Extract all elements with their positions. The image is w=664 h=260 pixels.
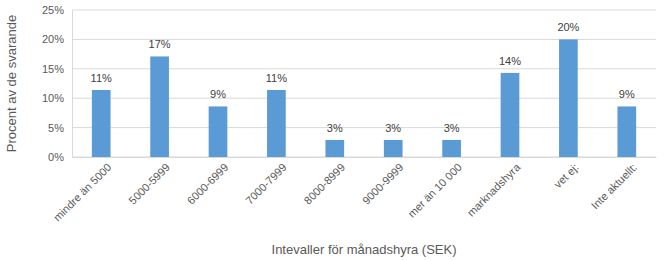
y-axis-line	[72, 11, 73, 158]
bar	[209, 106, 228, 157]
x-tick: 6000-6999	[185, 157, 231, 207]
data-label: 9%	[210, 88, 226, 100]
bar	[559, 39, 578, 157]
bar	[442, 140, 461, 157]
x-axis: mindre än 5000 5000-5999 6000-6999 7000-799…	[51, 157, 656, 223]
bar	[501, 73, 520, 157]
bar	[267, 90, 286, 157]
x-tick: marknadshyra	[465, 157, 523, 219]
bar	[150, 56, 169, 157]
bar	[617, 106, 636, 157]
x-tick-label: mer än 10 000	[405, 161, 464, 220]
x-tick: Inte aktuellt:	[589, 157, 639, 211]
x-tick: mer än 10 000	[405, 157, 464, 220]
y-tick-label: 25%	[42, 4, 64, 16]
x-tick-label: marknadshyra	[465, 160, 523, 218]
data-label: 11%	[91, 72, 112, 84]
bars	[92, 39, 636, 157]
x-tick-label: 7000-7999	[243, 161, 289, 207]
y-tick: 20%	[42, 33, 72, 45]
x-tick-label: mindre än 5000	[51, 161, 114, 224]
x-tick: vet ej:	[552, 157, 581, 190]
x-tick-label: vet ej:	[552, 161, 581, 190]
y-tick: 10%	[42, 92, 72, 104]
data-label: 17%	[149, 38, 171, 50]
x-tick: 7000-7999	[243, 157, 289, 207]
y-tick-label: 20%	[42, 33, 64, 45]
data-labels: 11% 17% 9% 11% 3% 3% 3% 14% 20% 9%	[91, 21, 635, 134]
y-tick: 15%	[42, 63, 72, 75]
data-label: 11%	[266, 72, 287, 84]
bar	[384, 140, 403, 157]
grid-line	[72, 10, 656, 11]
y-tick-label: 0%	[48, 151, 64, 163]
data-label: 3%	[385, 122, 401, 134]
y-tick: 5%	[48, 122, 72, 134]
x-axis-line	[73, 157, 657, 158]
y-axis-title: Procent av de svarande	[4, 15, 19, 152]
x-tick-label: 5000-5999	[126, 161, 172, 207]
y-tick: 25%	[42, 4, 72, 16]
grid	[72, 10, 656, 157]
y-tick-label: 5%	[48, 122, 64, 134]
data-label: 14%	[499, 55, 521, 67]
x-tick-label: Inte aktuellt:	[589, 161, 639, 211]
data-label: 3%	[327, 122, 343, 134]
x-tick: 9000-9999	[360, 157, 406, 207]
x-tick: mindre än 5000	[51, 157, 114, 223]
x-tick-label: 6000-6999	[185, 161, 231, 207]
x-tick: 8000-8999	[301, 157, 347, 207]
bar	[325, 140, 344, 157]
plot: 0% 5% 10% 15% 20% 25% mindre än 5000 5000-5999 6…	[42, 4, 657, 223]
x-tick-label: 9000-9999	[360, 161, 406, 207]
data-label: 3%	[444, 122, 460, 134]
y-tick-label: 15%	[42, 63, 64, 75]
bar	[92, 90, 111, 157]
x-axis-title: Intevaller för månadshyra (SEK)	[272, 242, 457, 257]
y-tick-label: 10%	[42, 92, 64, 104]
x-tick-label: 8000-8999	[301, 161, 347, 207]
data-label: 20%	[557, 21, 579, 33]
x-tick: 5000-5999	[126, 157, 172, 207]
y-tick: 0%	[48, 151, 72, 163]
data-label: 9%	[619, 88, 635, 100]
y-axis: 0% 5% 10% 15% 20% 25%	[42, 4, 73, 163]
